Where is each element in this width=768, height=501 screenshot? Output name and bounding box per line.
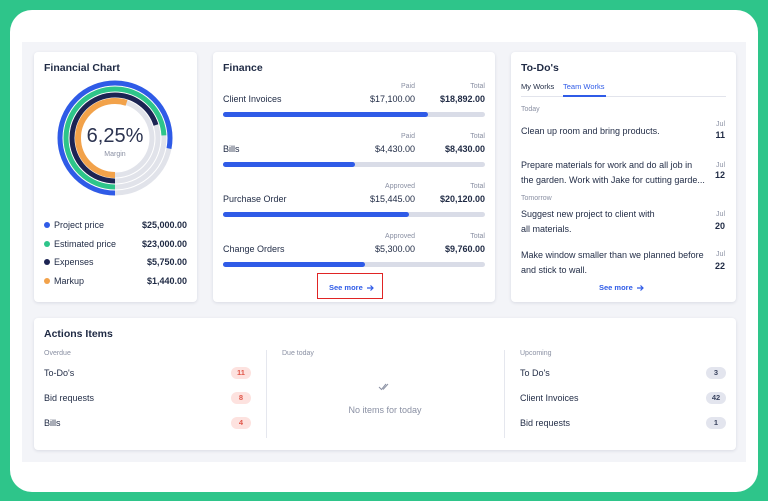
todo-day: 22 [714,261,725,271]
card-title: To-Do's [521,62,559,74]
action-item[interactable]: Bills [44,418,61,428]
ring-markup [75,98,155,178]
action-item[interactable]: To Do's [520,368,550,378]
todo-month: Jul [716,251,725,258]
see-more-link[interactable]: See more [329,283,363,292]
total-label: Total [470,233,485,240]
donut-chart [57,80,173,196]
todo-month: Jul [716,162,725,169]
todo-month: Jul [716,211,725,218]
todo-month: Jul [716,121,725,128]
total: $18,892.00 [439,94,485,104]
legend-label: Expenses [54,257,94,267]
progress-fill [223,162,355,167]
todo-day: 20 [714,221,725,231]
column-heading: Overdue [44,350,71,357]
card-title: Finance [223,62,263,74]
group-heading: Today [521,106,540,113]
row-label: Change Orders [223,244,285,254]
total: $8,430.00 [444,144,485,154]
card-title: Financial Chart [44,62,120,74]
action-item[interactable]: Bid requests [44,393,95,403]
action-item[interactable]: To-Do's [44,368,75,378]
total: $9,760.00 [444,244,485,254]
legend-label: Estimated price [54,239,117,249]
ring-project-price [57,80,173,196]
tab-active[interactable]: Team Works [563,82,605,91]
legend-label: Markup [54,276,85,286]
status-label: Approved [385,233,415,240]
total-label: Total [470,183,485,190]
legend-value: $1,440.00 [146,276,187,286]
legend-dot [44,278,50,284]
legend-label: Project price [54,220,105,230]
tab-divider [521,96,726,97]
legend-value: $25,000.00 [141,220,187,230]
amount: $5,300.00 [374,244,415,254]
amount: $17,100.00 [369,94,415,104]
status-label: Paid [400,133,415,140]
amount: $4,430.00 [374,144,415,154]
amount: $15,445.00 [369,194,415,204]
ring-estimated-price [63,86,167,190]
check-icon [378,383,389,391]
action-item[interactable]: Client Invoices [520,393,579,403]
column-divider [266,350,267,438]
todo-text: Suggest new project to client with all m… [521,209,655,234]
center-label: Margin [104,151,126,158]
tab-underline [563,95,606,97]
row-label: Purchase Order [223,194,287,204]
count-badge: 42 [706,392,726,404]
arrow-icon [637,285,644,291]
legend-dot [44,241,50,247]
legend-dot [44,222,50,228]
todo-text: Clean up room and bring products. [521,126,660,136]
card-title: Actions Items [44,328,113,340]
tab[interactable]: My Works [521,82,555,91]
progress-fill [223,212,409,217]
todo-card [511,52,736,302]
count-badge: 3 [706,367,726,379]
group-heading: Tomorrow [521,195,552,202]
legend-dot [44,259,50,265]
column-heading: Due today [282,350,314,357]
todo-text: Make window smaller than we planned befo… [521,250,704,275]
see-more-link[interactable]: See more [599,283,633,292]
column-divider [504,350,505,438]
column-heading: Upcoming [520,350,552,357]
todo-text: Prepare materials for work and do all jo… [521,160,705,185]
ring-expenses [69,92,161,184]
total-label: Total [470,133,485,140]
status-label: Paid [400,83,415,90]
row-label: Client Invoices [223,94,282,104]
center-value: 6,25% [86,125,144,147]
action-item[interactable]: Bid requests [520,418,571,428]
count-badge: 1 [706,417,726,429]
arrow-icon [367,285,374,291]
todo-day: 11 [715,130,725,140]
legend-value: $5,750.00 [146,257,187,267]
count-badge: 11 [231,367,251,379]
row-label: Bills [223,144,240,154]
count-badge: 4 [231,417,251,429]
total: $20,120.00 [439,194,485,204]
todo-day: 12 [714,170,725,180]
finance-card [213,52,495,302]
total-label: Total [470,83,485,90]
progress-fill [223,262,365,267]
count-badge: 8 [231,392,251,404]
status-label: Approved [385,183,415,190]
actions-card [34,318,736,450]
empty-message: No items for today [348,405,422,415]
legend-value: $23,000.00 [141,239,187,249]
highlight-box [317,273,383,299]
progress-fill [223,112,428,117]
